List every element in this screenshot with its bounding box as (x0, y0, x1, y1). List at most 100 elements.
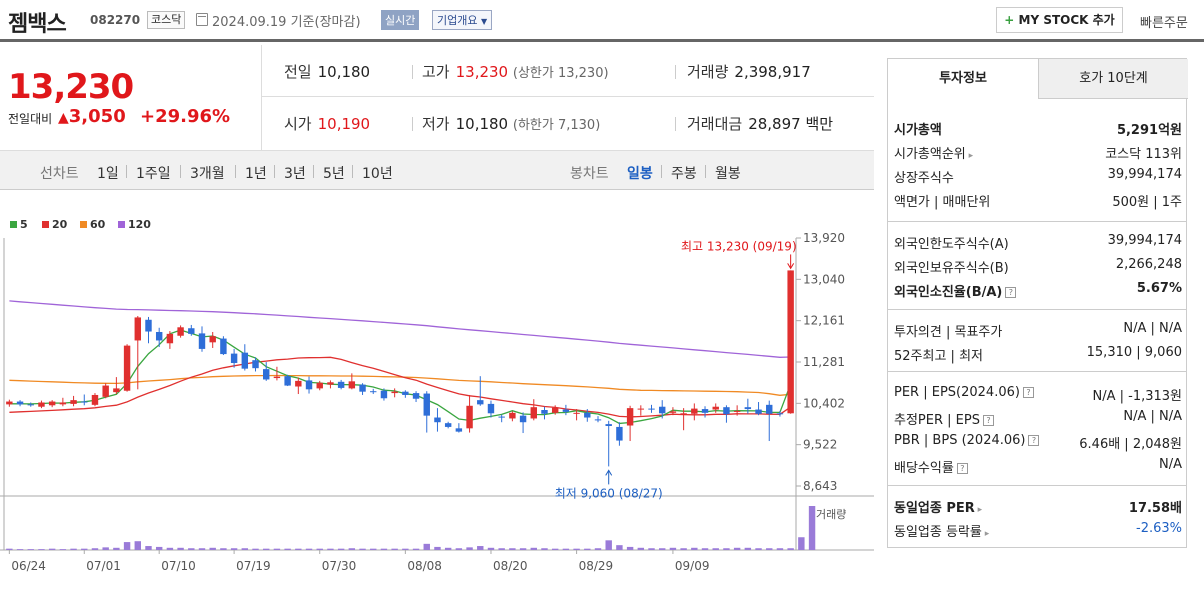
legend-ma20: 20 (42, 218, 67, 231)
candle-body (787, 270, 794, 414)
info-row: 배당수익률? N/A (894, 453, 1182, 477)
trade-amount: 28,897 (748, 115, 801, 133)
candle-body (423, 393, 430, 416)
volume-bar (562, 548, 570, 550)
volume-bar (123, 542, 131, 550)
info-row: PBR | BPS (2024.06)? 6.46배 | 2,048원 (894, 429, 1182, 453)
volume-bar (391, 548, 398, 550)
volume-bar (701, 548, 709, 550)
info-value: -2.63% (1136, 521, 1182, 536)
info-value: 500원 | 1주 (1112, 195, 1182, 210)
candle-body (145, 319, 152, 332)
volume-bar (766, 548, 773, 550)
help-icon[interactable]: ? (956, 463, 968, 474)
tab-1d[interactable]: 1일 (97, 166, 119, 182)
volume-bar (295, 548, 302, 550)
volume-bar (241, 548, 249, 550)
info-value: N/A | N/A (1123, 321, 1182, 336)
chevron-right-icon[interactable]: ▸ (981, 529, 990, 539)
change-percent: +29.96% (140, 106, 231, 127)
candle-body (701, 409, 709, 413)
help-icon[interactable]: ? (982, 415, 994, 426)
volume-bar (487, 547, 495, 550)
realtime-button[interactable]: 실시간 (381, 10, 420, 30)
volume-bar (337, 548, 345, 550)
candle-body (337, 381, 345, 388)
quick-order-link[interactable]: 빠른주문 (1140, 16, 1188, 31)
help-icon[interactable]: ? (1022, 387, 1034, 398)
volume-bar (776, 548, 784, 550)
candle-body (766, 404, 773, 414)
chevron-right-icon[interactable]: ▸ (974, 505, 983, 515)
tab-3m[interactable]: 3개월 (190, 166, 225, 182)
y-tick-label: 13,920 (803, 231, 845, 245)
candle-body (466, 405, 473, 429)
candle-body (102, 385, 109, 397)
candle-body (669, 411, 677, 413)
tab-weekly[interactable]: 주봉 (671, 166, 697, 182)
volume-bar (434, 546, 441, 550)
candle-body (455, 428, 463, 432)
info-row: 동일업종 PER ▸ 17.58배 (894, 493, 1182, 517)
volume-bar (38, 549, 45, 550)
tab-5y[interactable]: 5년 (323, 166, 345, 182)
candle-body (70, 400, 77, 404)
volume-bar (466, 547, 473, 550)
candle-body (551, 407, 559, 413)
info-row: 추정PER | EPS? N/A | N/A (894, 405, 1182, 429)
volume-bar (626, 546, 634, 550)
candle-body (487, 403, 495, 414)
volume-legend-swatch (810, 509, 813, 519)
x-tick-label: 08/08 (407, 559, 442, 573)
volume-bar (509, 548, 516, 550)
candle-body (209, 336, 216, 343)
candle-body (519, 415, 527, 423)
add-mystock-button[interactable]: + MY STOCK 추가 (996, 7, 1123, 33)
candle-body (637, 408, 645, 410)
volume-bar (787, 548, 794, 550)
volume-bar (81, 548, 88, 550)
tab-1y[interactable]: 1년 (245, 166, 267, 182)
info-row: 액면가 | 매매단위 500원 | 1주 (894, 187, 1182, 211)
tab-orderbook[interactable]: 호가 10단계 (1038, 59, 1188, 99)
header: 젬백스 082270 코스닥 2024.09.19 기준(장마감) 실시간 기업… (0, 0, 1204, 42)
info-label: 동일업종 등락률 ▸ (894, 525, 990, 540)
tab-10y[interactable]: 10년 (362, 166, 393, 182)
candle-body (38, 402, 45, 407)
candle-body (626, 408, 634, 426)
candle-body (188, 328, 195, 334)
candle-body (412, 393, 420, 399)
help-icon[interactable]: ? (1028, 435, 1040, 446)
candle-body (562, 409, 570, 412)
volume-bar (263, 548, 270, 550)
info-label: 배당수익률? (894, 457, 968, 476)
tab-1w[interactable]: 1주일 (136, 166, 171, 182)
company-overview-dropdown[interactable]: 기업개요 ▼ (432, 10, 493, 30)
volume-label: 거래량 (816, 508, 846, 521)
change-label: 전일대비 (8, 112, 53, 126)
high-price: 13,230 (455, 63, 509, 81)
tab-daily[interactable]: 일봉 (627, 166, 653, 182)
chevron-down-icon: ▼ (480, 17, 488, 26)
volume-bar (402, 548, 409, 550)
volume-bar (723, 548, 730, 550)
x-tick-label: 08/29 (579, 559, 614, 573)
candle-body (477, 400, 484, 405)
volume-bar (798, 537, 805, 550)
tab-3y[interactable]: 3년 (284, 166, 306, 182)
info-value: 39,994,174 (1107, 167, 1182, 182)
info-label: 시가총액순위 ▸ (894, 147, 974, 162)
candle-body (198, 333, 206, 349)
price-change: ▲3,050 (58, 106, 126, 127)
volume-bar (691, 547, 698, 550)
help-icon[interactable]: ? (1005, 287, 1017, 298)
tab-investment-info[interactable]: 투자정보 (888, 59, 1038, 99)
tab-monthly[interactable]: 월봉 (715, 166, 741, 182)
price-summary: 전일 10,180 고가 13,230 (상한가 13,230) 거래량 2,398,… (262, 45, 874, 150)
candle-body (530, 407, 537, 419)
chevron-right-icon[interactable]: ▸ (965, 151, 974, 161)
x-tick-label: 06/24 (11, 559, 46, 573)
legend-ma60: 60 (80, 218, 105, 231)
candlestick-chart[interactable]: 13,920 13,040 12,161 11,281 10,402 9,522 8,643… (0, 230, 874, 596)
candle-body (59, 402, 67, 405)
